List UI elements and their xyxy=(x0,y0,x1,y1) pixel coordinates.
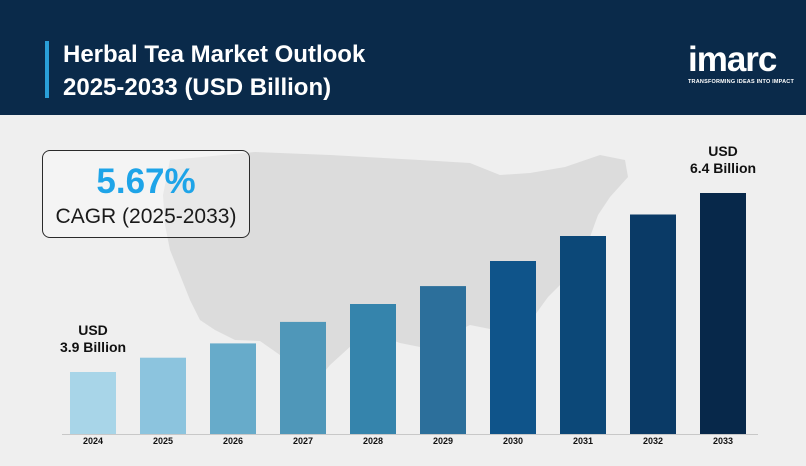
title-line-1: Herbal Tea Market Outlook xyxy=(63,41,366,68)
x-tick-label-2028: 2028 xyxy=(363,436,383,446)
cagr-label: CAGR (2025-2033) xyxy=(55,205,237,228)
x-tick-label-2027: 2027 xyxy=(293,436,313,446)
bar-2028 xyxy=(350,304,396,434)
logo-tagline: TRANSFORMING IDEAS INTO IMPACT xyxy=(688,79,795,85)
title-line-2: 2025-2033 (USD Billion) xyxy=(63,74,332,101)
bar-2026 xyxy=(210,343,256,434)
start-annotation-currency: USD xyxy=(78,322,108,338)
chart-title: Herbal Tea Market Outlook 2025-2033 (USD… xyxy=(63,38,365,104)
end-value-annotation: USD 6.4 Billion xyxy=(678,143,768,177)
bar-2033 xyxy=(700,193,746,434)
x-tick-label-2024: 2024 xyxy=(83,436,103,446)
x-tick-label-2029: 2029 xyxy=(433,436,453,446)
bar-2030 xyxy=(490,261,536,434)
x-tick-label-2030: 2030 xyxy=(503,436,523,446)
start-value-annotation: USD 3.9 Billion xyxy=(48,322,138,356)
bar-2031 xyxy=(560,236,606,434)
start-annotation-value: 3.9 Billion xyxy=(59,339,127,355)
end-annotation-currency: USD xyxy=(708,143,738,159)
cagr-value: 5.67% xyxy=(96,162,196,201)
imarc-logo: imarc TRANSFORMING IDEAS INTO IMPACT xyxy=(688,40,795,90)
x-tick-label-2026: 2026 xyxy=(223,436,243,446)
bar-2024 xyxy=(70,372,116,434)
bar-2027 xyxy=(280,321,326,434)
end-annotation-value: 6.4 Billion xyxy=(689,160,757,176)
bar-2032 xyxy=(630,214,676,434)
x-tick-label-2031: 2031 xyxy=(573,436,593,446)
cagr-callout: 5.67% CAGR (2025-2033) xyxy=(42,150,250,238)
x-tick-label-2025: 2025 xyxy=(153,436,173,446)
title-accent-bar xyxy=(45,41,49,98)
x-tick-label-2033: 2033 xyxy=(713,436,733,446)
logo-wordmark: imarc xyxy=(688,40,777,79)
bar-2029 xyxy=(420,286,466,434)
bar-2025 xyxy=(140,357,186,434)
x-tick-label-2032: 2032 xyxy=(643,436,663,446)
header-banner xyxy=(0,0,806,115)
